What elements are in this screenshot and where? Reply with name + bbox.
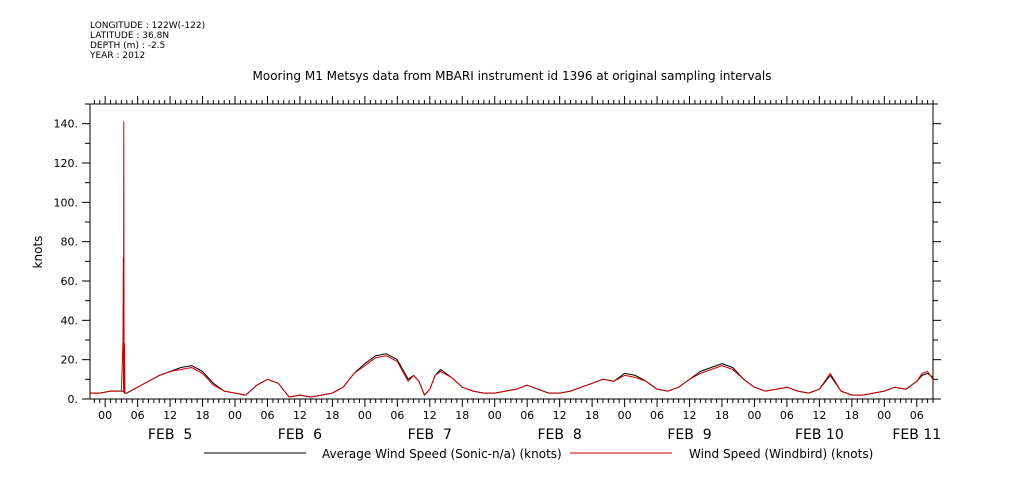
x-tick-label: 18 (845, 409, 859, 422)
x-tick-label: 06 (650, 409, 664, 422)
x-tick-label: 00 (228, 409, 242, 422)
plot-frame (89, 103, 934, 400)
x-tick-label: 18 (325, 409, 339, 422)
day-label: FEB 5 (148, 427, 192, 443)
x-tick-label: 00 (877, 409, 891, 422)
station-metadata: LONGITUDE : 122W(-122) LATITUDE : 36.8N … (89, 21, 205, 61)
x-tick-label: 06 (910, 409, 924, 422)
x-tick-label: 18 (585, 409, 599, 422)
x-tick-label: 12 (812, 409, 826, 422)
day-label: FEB 7 (408, 427, 452, 443)
x-tick-label: 00 (747, 409, 761, 422)
year-label: YEAR : 2012 (89, 51, 145, 61)
x-tick-label: 06 (520, 409, 534, 422)
y-axis-label: knots (31, 236, 45, 269)
x-tick-label: 12 (293, 409, 307, 422)
longitude-label: LONGITUDE : 122W(-122) (90, 21, 205, 31)
x-tick-label: 00 (358, 409, 372, 422)
x-tick-label: 18 (715, 409, 729, 422)
x-tick-label: 18 (455, 409, 469, 422)
depth-label: DEPTH (m) : -2.5 (90, 41, 165, 51)
latitude-label: LATITUDE : 36.8N (90, 31, 169, 41)
x-tick-label: 12 (163, 409, 177, 422)
legend-label-average: Average Wind Speed (Sonic-n/a) (knots) (322, 447, 562, 461)
x-tick-label: 06 (260, 409, 274, 422)
day-label: FEB 10 (795, 427, 844, 443)
day-label: FEB 8 (537, 427, 581, 443)
x-axis-ticks: 00 06 12 18 00 06 12 18 00 06 12 18 00 06 12 18 00 06 12 18… (93, 96, 941, 443)
x-tick-label: 06 (390, 409, 404, 422)
x-tick-label: 06 (131, 409, 145, 422)
x-tick-label: 12 (423, 409, 437, 422)
day-label: FEB 9 (667, 427, 711, 443)
x-tick-label: 06 (780, 409, 794, 422)
x-tick-label: 00 (618, 409, 632, 422)
y-tick-label: 140. (54, 118, 79, 131)
x-tick-label: 18 (196, 409, 210, 422)
y-tick-label: 100. (54, 196, 79, 209)
chart-title: Mooring M1 Metsys data from MBARI instru… (253, 69, 772, 83)
y-tick-label: 20. (61, 354, 79, 367)
series-windbird-wind-speed (90, 121, 934, 398)
day-label: FEB 11 (892, 427, 941, 443)
y-axis-ticks: 0. 20. 40. 60. 80. 100. 120. 140. (54, 103, 941, 406)
legend: Average Wind Speed (Sonic-n/a) (knots) W… (204, 447, 873, 461)
y-tick-label: 80. (61, 236, 79, 249)
y-tick-label: 60. (61, 275, 79, 288)
x-tick-label: 00 (98, 409, 112, 422)
x-tick-label: 12 (683, 409, 697, 422)
y-tick-label: 0. (68, 393, 79, 406)
x-tick-label: 00 (488, 409, 502, 422)
x-tick-label: 12 (553, 409, 567, 422)
y-tick-label: 120. (54, 157, 79, 170)
legend-label-windbird: Wind Speed (Windbird) (knots) (689, 447, 873, 461)
day-label: FEB 6 (278, 427, 322, 443)
y-tick-label: 40. (61, 314, 79, 327)
series-layer (90, 121, 934, 398)
